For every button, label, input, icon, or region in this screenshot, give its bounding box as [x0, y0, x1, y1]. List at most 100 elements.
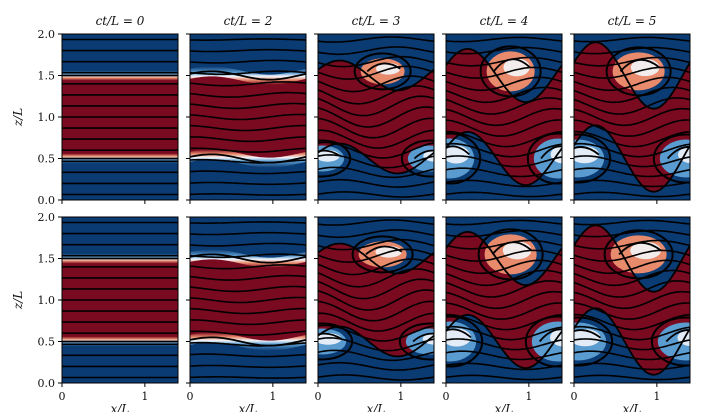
vortex-streamline — [446, 145, 470, 156]
y-tick-label: 0.5 — [38, 336, 56, 349]
streamline — [446, 130, 562, 148]
interface-contour — [190, 253, 306, 264]
streamline — [574, 155, 690, 168]
streamline — [574, 167, 690, 178]
streamline — [318, 154, 434, 169]
streamline — [318, 46, 434, 56]
interface-contour — [446, 230, 562, 287]
streamline — [190, 59, 306, 64]
streamline — [190, 242, 306, 247]
streamline — [574, 269, 690, 287]
panel-r0-c3 — [442, 33, 563, 204]
interface-contour — [574, 224, 690, 293]
vortex-streamline — [666, 146, 690, 160]
core-band — [318, 60, 434, 174]
streamline — [446, 290, 562, 310]
vortex-streamline — [318, 149, 341, 157]
interface-contour — [446, 47, 562, 104]
streamline — [446, 338, 562, 351]
x-tick-label: 0 — [443, 390, 450, 403]
streamline — [446, 36, 562, 43]
y-tick-label: 0.0 — [38, 377, 56, 390]
streamline — [574, 86, 690, 104]
streamline — [446, 229, 562, 238]
streamline — [190, 48, 306, 53]
streamline — [446, 142, 562, 158]
vortex-streamline — [574, 329, 602, 339]
vortex-streamline — [538, 328, 562, 343]
streamline — [574, 259, 690, 275]
panel-r0-c2 — [314, 33, 435, 204]
x-tick-label: 1 — [397, 390, 404, 403]
interface-contour — [574, 307, 690, 376]
streamline — [318, 248, 434, 263]
x-axis-label: x/L — [623, 402, 642, 412]
streamline — [190, 319, 306, 326]
streamline — [190, 221, 306, 224]
streamline — [318, 349, 434, 362]
interface-contour — [318, 59, 434, 92]
streamline — [574, 350, 690, 361]
interface-contour — [446, 313, 562, 370]
panel-r0-c4 — [570, 33, 691, 204]
streamline — [190, 136, 306, 143]
streamline — [190, 181, 306, 186]
streamline — [318, 278, 434, 300]
x-tick-label: 0 — [315, 390, 322, 403]
interface-contour — [318, 325, 434, 358]
y-tick-label: 2.0 — [38, 211, 56, 224]
streamline — [446, 280, 562, 298]
y-tick-label: 1.5 — [38, 253, 56, 266]
streamline — [318, 337, 434, 352]
streamline — [446, 239, 562, 250]
streamline — [190, 193, 306, 196]
streamline — [574, 56, 690, 67]
y-tick-label: 1.0 — [38, 111, 56, 124]
streamline — [446, 374, 562, 381]
vortex-streamline — [413, 149, 434, 160]
column-title: ct/L = 5 — [608, 14, 657, 28]
vortex-streamline — [540, 145, 562, 160]
streamline — [574, 191, 690, 198]
vortex-outline — [574, 133, 612, 184]
streamline — [318, 268, 434, 288]
core-band — [446, 48, 562, 186]
streamline — [318, 191, 434, 198]
streamline — [446, 119, 562, 137]
streamline — [446, 249, 562, 262]
panel-r0-c0: 0.0 0.5 1.0 1.5 2.0 — [38, 28, 179, 207]
x-tick-label: 0 — [571, 390, 578, 403]
column-title: ct/L = 4 — [480, 14, 529, 28]
x-tick-label: 1 — [653, 390, 660, 403]
streamline — [446, 46, 562, 55]
core-band — [446, 231, 562, 369]
y-axis-label: z/L — [11, 291, 25, 310]
panel-r0-c1 — [186, 33, 307, 204]
streamline — [190, 81, 306, 87]
streamline — [574, 280, 690, 298]
streamline — [318, 289, 434, 311]
interface-contour — [318, 142, 434, 175]
streamline — [574, 107, 690, 127]
streamline — [574, 362, 690, 371]
streamline — [318, 129, 434, 149]
x-tick-label: 0 — [59, 390, 66, 403]
streamline — [190, 70, 306, 76]
vortex-outline — [574, 316, 614, 367]
streamline — [446, 66, 562, 79]
vortex-outline — [353, 52, 412, 91]
interface-contour — [190, 70, 306, 81]
streamline — [446, 155, 562, 168]
streamline — [446, 362, 562, 371]
x-tick-label: 1 — [525, 390, 532, 403]
vortex-outline — [605, 46, 672, 97]
streamline — [318, 55, 434, 68]
x-axis-label: x/L — [239, 402, 258, 412]
vortex-outline — [446, 132, 482, 185]
labels: ct/L = 0 ct/L = 2 ct/L = 3 ct/L = 4 ct/L = 5… — [11, 14, 656, 412]
streamline — [574, 130, 690, 148]
vortex-outline — [351, 235, 414, 274]
y-tick-label: 0.0 — [38, 194, 56, 207]
